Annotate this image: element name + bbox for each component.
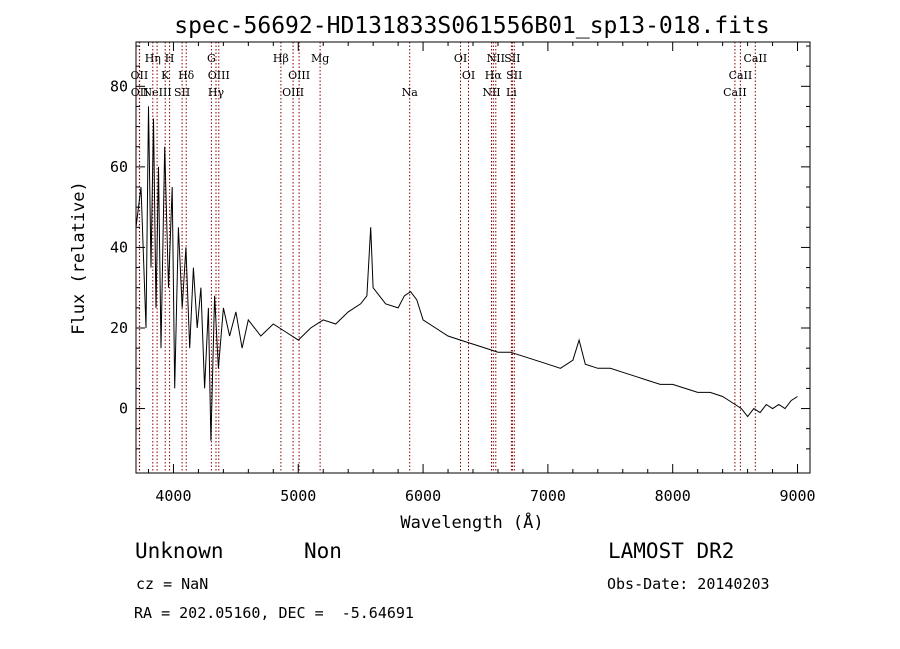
- y-tick-label: 60: [110, 158, 128, 176]
- plot-frame: [135, 41, 811, 474]
- line-label: Li: [506, 86, 517, 99]
- line-label: K: [161, 69, 170, 82]
- line-label: OII: [131, 69, 149, 82]
- chart-title: spec-56692-HD131833S061556B01_sp13-018.f…: [174, 13, 769, 39]
- redshift-label: cz = NaN: [136, 575, 209, 593]
- line-label: NII: [487, 52, 505, 65]
- line-label: Mg: [311, 52, 329, 65]
- line-label: Na: [402, 86, 419, 99]
- line-label: CaII: [743, 52, 767, 65]
- line-label: CaII: [723, 86, 747, 99]
- line-label: SII: [174, 86, 190, 99]
- line-label: CaII: [729, 69, 753, 82]
- line-label: Hγ: [208, 86, 225, 99]
- line-label: OI: [454, 52, 467, 65]
- obs-date-label: Obs-Date: 20140203: [607, 575, 770, 593]
- line-label: SII: [504, 52, 520, 65]
- line-label: NeIII: [143, 86, 172, 99]
- x-tick-label: 5000: [280, 487, 316, 505]
- object-subclass: Non: [304, 539, 342, 563]
- spectral-line-markers: [138, 42, 756, 473]
- line-label: NII: [482, 86, 500, 99]
- line-label: OIII: [282, 86, 304, 99]
- line-label: SII: [506, 69, 522, 82]
- coordinates-label: RA = 202.05160, DEC = -5.64691: [134, 604, 414, 622]
- line-label: Hη: [145, 52, 161, 65]
- y-tick-label: 0: [119, 400, 128, 418]
- y-axis-label: Flux (relative): [69, 181, 89, 335]
- x-tick-label: 6000: [405, 487, 441, 505]
- line-label: Hδ: [178, 69, 195, 82]
- x-tick-label: 8000: [655, 487, 691, 505]
- spectrum-plot: [135, 106, 798, 441]
- line-label: OIII: [288, 69, 310, 82]
- x-tick-label: 4000: [155, 487, 191, 505]
- line-label: Hβ: [273, 52, 289, 65]
- x-axis-label: Wavelength (Å): [400, 511, 543, 533]
- line-label: Hα: [485, 69, 503, 82]
- survey-label: LAMOST DR2: [608, 539, 735, 563]
- y-tick-label: 80: [110, 77, 128, 95]
- line-label: OIII: [208, 69, 230, 82]
- x-tick-label: 7000: [530, 487, 566, 505]
- y-axis-ticks: 0 20 40 60 80: [110, 45, 810, 450]
- x-axis-ticks: 4000 5000 6000 7000 8000 9000: [147, 42, 816, 505]
- object-class: Unknown: [135, 539, 224, 563]
- spectrum-line: [135, 106, 798, 441]
- line-label: H: [165, 52, 175, 65]
- y-tick-label: 40: [110, 238, 128, 256]
- line-label: OI: [462, 69, 475, 82]
- line-label: OII: [131, 86, 149, 99]
- x-tick-label: 9000: [779, 487, 815, 505]
- line-label: G: [207, 52, 216, 65]
- y-tick-label: 20: [110, 319, 128, 337]
